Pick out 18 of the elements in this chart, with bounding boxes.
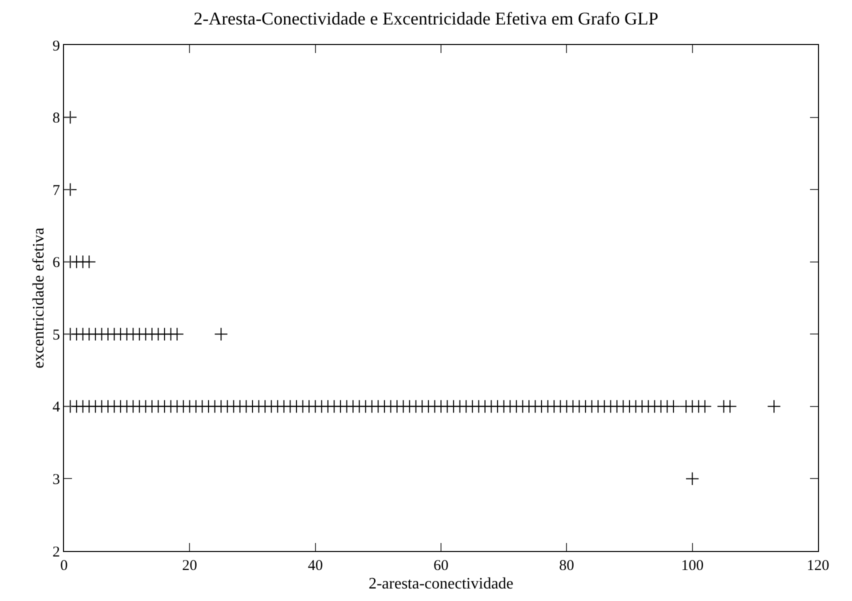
y-tick-label: 6: [52, 255, 60, 272]
x-tick-label: 80: [559, 558, 574, 574]
x-tick-label: 0: [60, 558, 68, 574]
y-axis-title: excentricidade efetiva: [30, 228, 48, 368]
x-tick-label: 60: [434, 558, 448, 574]
y-tick-label: 7: [52, 182, 60, 199]
y-tick-label: 2: [52, 544, 60, 560]
y-tick-label: 3: [52, 472, 60, 488]
chart-title: 2-Aresta-Conectividade e Excentricidade Efetiva em Grafo GLP: [194, 8, 658, 29]
y-tick-label: 9: [52, 38, 60, 54]
x-tick-label: 100: [681, 558, 704, 574]
y-tick-label: 8: [52, 110, 60, 127]
x-tick-label: 20: [182, 558, 198, 574]
x-tick-label: 40: [308, 558, 323, 574]
y-tick-label: 5: [52, 327, 60, 344]
x-axis-title: 2-aresta-conectividade: [368, 576, 514, 593]
x-tick-label: 120: [806, 558, 830, 574]
y-tick-label: 4: [52, 400, 60, 416]
